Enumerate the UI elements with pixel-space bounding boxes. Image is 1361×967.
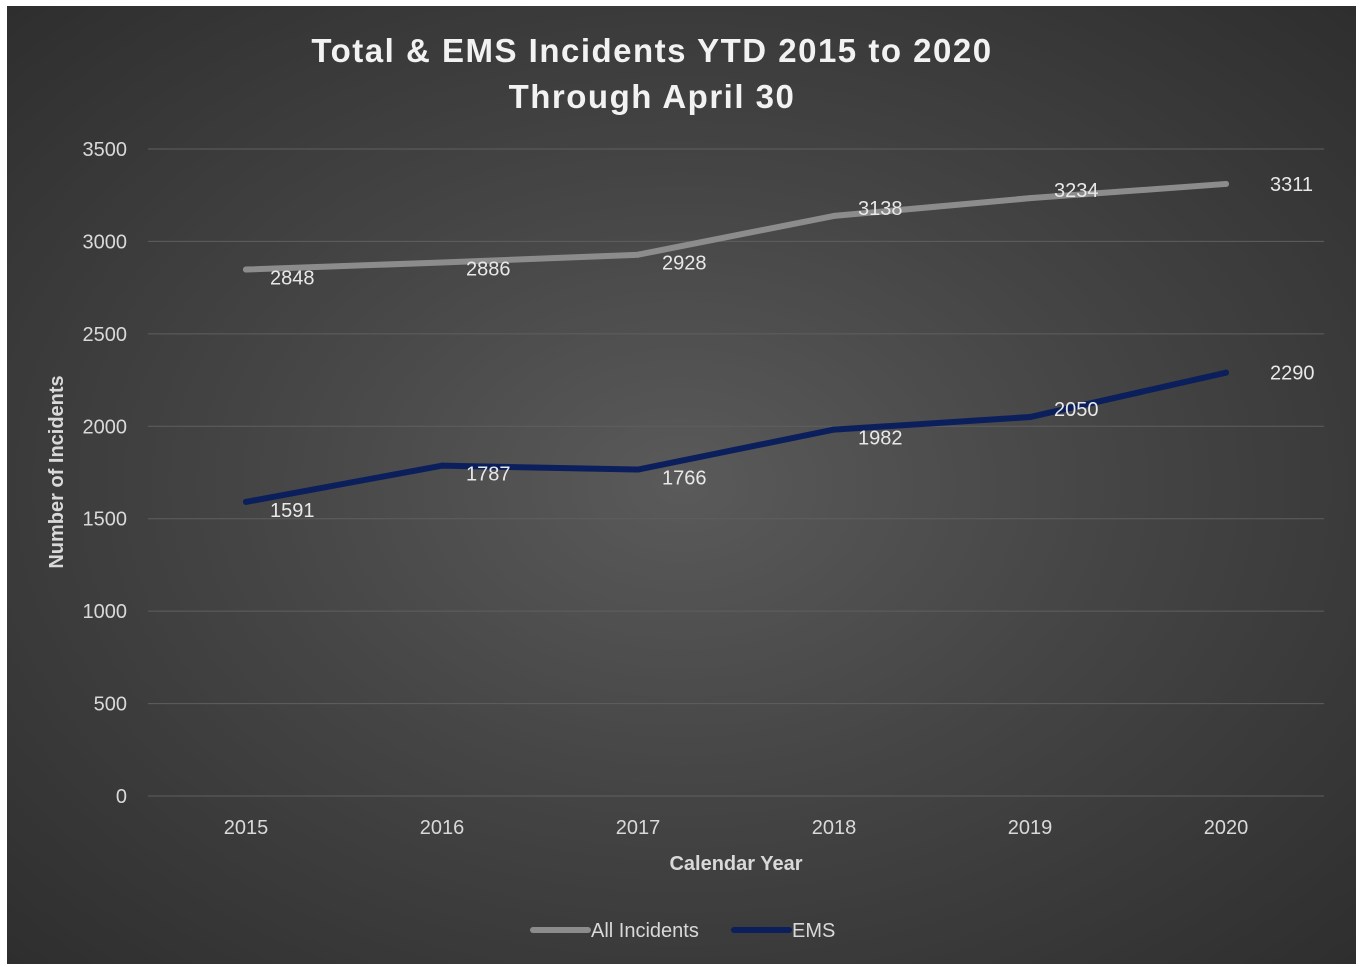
y-tick-label: 3000 [83, 231, 128, 253]
data-point [831, 212, 837, 219]
data-label: 3234 [1054, 180, 1099, 202]
x-tick-label: 2017 [616, 817, 661, 839]
line-chart: Total & EMS Incidents YTD 2015 to 2020 Th… [46, 32, 1324, 942]
x-tick-label: 2016 [420, 817, 465, 839]
series-line-ems [243, 369, 1229, 505]
y-tick-label: 1500 [83, 509, 128, 531]
legend-label: EMS [792, 920, 835, 942]
x-tick-label: 2015 [224, 817, 269, 839]
chart-title-line-1: Total & EMS Incidents YTD 2015 to 2020 [311, 32, 992, 69]
data-point [635, 466, 641, 473]
legend-label: All Incidents [591, 920, 699, 942]
data-label: 1766 [662, 468, 707, 490]
x-tick-label: 2020 [1204, 817, 1249, 839]
data-point [1223, 369, 1229, 376]
data-label: 2928 [662, 253, 707, 275]
data-label: 1982 [858, 428, 903, 450]
data-label: 2886 [466, 259, 511, 281]
y-tick-label: 500 [94, 694, 127, 716]
series-line-all-incidents [243, 180, 1229, 273]
data-point [1027, 414, 1033, 421]
y-tick-label: 1000 [83, 601, 128, 623]
y-axis-title: Number of Incidents [46, 375, 68, 568]
data-point [243, 498, 249, 505]
y-tick-label: 0 [116, 786, 127, 808]
data-label: 2848 [270, 268, 315, 290]
y-tick-label: 2500 [83, 324, 128, 346]
x-tick-label: 2018 [812, 817, 857, 839]
data-point [635, 251, 641, 258]
data-label: 2050 [1054, 399, 1099, 421]
data-label: 1591 [270, 500, 315, 522]
data-label: 1787 [466, 464, 511, 486]
data-point [439, 462, 445, 469]
y-tick-label: 3500 [83, 139, 128, 161]
data-point [1027, 195, 1033, 202]
chart-title-line-2: Through April 30 [509, 78, 796, 115]
data-point [439, 259, 445, 266]
data-point [831, 426, 837, 433]
x-axis-title: Calendar Year [669, 853, 802, 875]
y-tick-label: 2000 [83, 416, 128, 438]
chart-area: Total & EMS Incidents YTD 2015 to 2020 Th… [7, 6, 1356, 964]
data-label: 2290 [1270, 363, 1315, 385]
data-point [1223, 180, 1229, 187]
x-tick-label: 2019 [1008, 817, 1053, 839]
data-label: 3138 [858, 198, 903, 220]
data-point [243, 266, 249, 273]
data-label: 3311 [1270, 174, 1313, 196]
